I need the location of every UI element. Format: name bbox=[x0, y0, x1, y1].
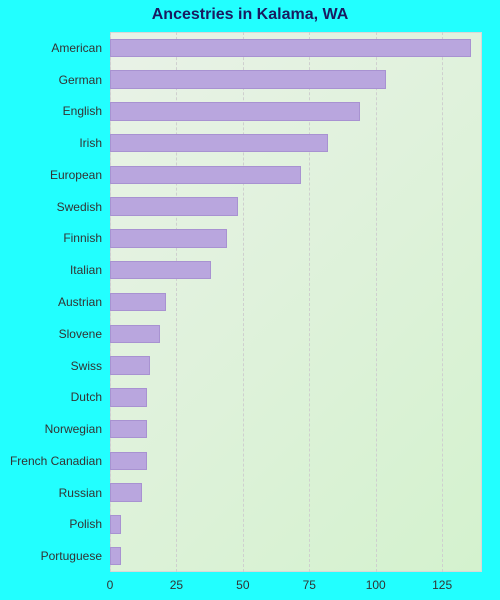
y-category-label: Russian bbox=[0, 487, 102, 499]
y-category-label: Italian bbox=[0, 264, 102, 276]
x-tick-label: 125 bbox=[432, 578, 452, 592]
bar bbox=[110, 166, 301, 184]
grid-line bbox=[442, 32, 443, 572]
y-category-label: European bbox=[0, 169, 102, 181]
x-tick-label: 100 bbox=[366, 578, 386, 592]
x-tick-label: 0 bbox=[107, 578, 114, 592]
plot-area bbox=[110, 32, 482, 572]
y-category-label: Austrian bbox=[0, 296, 102, 308]
bar bbox=[110, 134, 328, 152]
y-category-label: Norwegian bbox=[0, 423, 102, 435]
bar bbox=[110, 70, 386, 88]
bar bbox=[110, 515, 121, 533]
y-category-label: Dutch bbox=[0, 391, 102, 403]
y-category-label: French Canadian bbox=[0, 455, 102, 467]
grid-line bbox=[376, 32, 377, 572]
bar bbox=[110, 420, 147, 438]
x-tick-label: 75 bbox=[303, 578, 316, 592]
bar bbox=[110, 261, 211, 279]
y-category-label: Irish bbox=[0, 137, 102, 149]
chart-title: Ancestries in Kalama, WA bbox=[0, 6, 500, 24]
bar bbox=[110, 229, 227, 247]
bar bbox=[110, 452, 147, 470]
x-tick-label: 50 bbox=[236, 578, 249, 592]
bar bbox=[110, 483, 142, 501]
y-category-label: Swedish bbox=[0, 201, 102, 213]
bar bbox=[110, 388, 147, 406]
bar bbox=[110, 547, 121, 565]
page-root: Ancestries in Kalama, WA City-Data.com 0… bbox=[0, 0, 500, 600]
bar bbox=[110, 197, 238, 215]
bar bbox=[110, 39, 471, 57]
bar bbox=[110, 293, 166, 311]
bar bbox=[110, 356, 150, 374]
y-category-label: American bbox=[0, 42, 102, 54]
y-category-label: English bbox=[0, 105, 102, 117]
bar bbox=[110, 325, 160, 343]
y-category-label: German bbox=[0, 74, 102, 86]
y-category-label: Slovene bbox=[0, 328, 102, 340]
x-tick-label: 25 bbox=[170, 578, 183, 592]
bar bbox=[110, 102, 360, 120]
y-category-label: Finnish bbox=[0, 232, 102, 244]
y-category-label: Portuguese bbox=[0, 550, 102, 562]
y-category-label: Polish bbox=[0, 518, 102, 530]
y-category-label: Swiss bbox=[0, 360, 102, 372]
